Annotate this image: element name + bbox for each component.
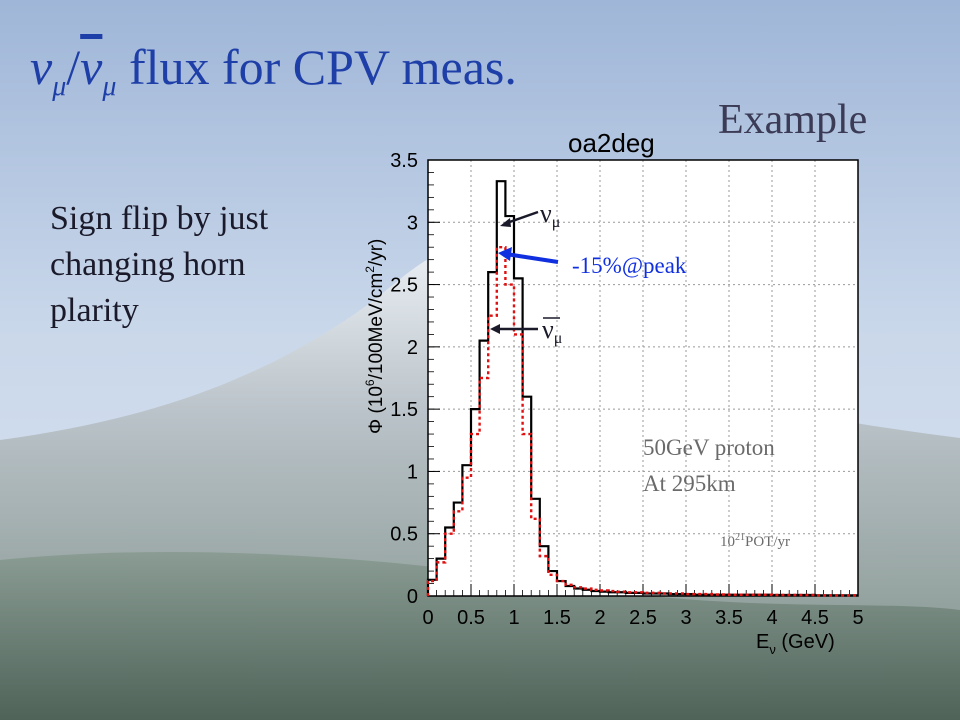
x-tick-label: 4 bbox=[766, 607, 777, 629]
peak-annotation: -15%@peak bbox=[498, 247, 687, 278]
x-tick-label: 1.5 bbox=[543, 607, 571, 629]
numu-label: νμ bbox=[540, 199, 560, 231]
x-tick-label: 3 bbox=[680, 607, 691, 629]
title-mu-sub-2: μ bbox=[102, 71, 117, 102]
y-tick-label: 2.5 bbox=[390, 275, 418, 297]
peak-arrow bbox=[505, 252, 559, 264]
chart-title: oa2deg bbox=[568, 128, 655, 158]
y-tick-label: 3.5 bbox=[390, 150, 418, 172]
y-tick-label: 3 bbox=[407, 212, 418, 234]
proton-energy-label: 50GeV proton bbox=[643, 435, 775, 460]
grid-lines bbox=[428, 159, 858, 596]
x-tick-label: 2.5 bbox=[629, 607, 657, 629]
example-label: Example bbox=[718, 97, 868, 143]
title-slash: / bbox=[66, 39, 81, 95]
x-tick-label: 5 bbox=[852, 607, 863, 629]
peak-arrowhead bbox=[498, 247, 512, 261]
y-tick-label: 0 bbox=[407, 586, 418, 608]
x-tick-label: 2 bbox=[594, 607, 605, 629]
foreground-hills bbox=[0, 551, 960, 720]
title-nu: ν bbox=[30, 39, 53, 95]
title-nubar: ν bbox=[80, 39, 103, 95]
title-mu-sub: μ bbox=[52, 71, 67, 102]
y-tick-label: 1 bbox=[407, 461, 418, 483]
numu-flux-line bbox=[426, 180, 858, 597]
peak-label: -15%@peak bbox=[572, 253, 687, 278]
x-tick-label: 4.5 bbox=[801, 607, 829, 629]
axis-ticks: 0 0.5 1 1.5 2 2.5 3 3.5 4 4.5 5 0 0.5 1 1.5 2 2.5 3 3.5 bbox=[390, 150, 863, 629]
x-axis-label: Eν (GeV) bbox=[756, 631, 835, 657]
x-tick-label: 0 bbox=[422, 607, 433, 629]
series-group bbox=[426, 180, 858, 597]
baseline-label: At 295km bbox=[643, 471, 736, 496]
y-tick-label: 0.5 bbox=[390, 524, 418, 546]
slide-title: νμ/νμ flux for CPV meas. bbox=[30, 38, 517, 103]
plot-background bbox=[428, 160, 858, 596]
numubar-annotation: νμ bbox=[490, 315, 562, 347]
x-tick-label: 0.5 bbox=[457, 607, 485, 629]
y-tick-label: 2 bbox=[407, 337, 418, 359]
numu-annotation: νμ bbox=[500, 199, 560, 231]
numu-arrowhead bbox=[500, 218, 511, 227]
x-tick-label: 1 bbox=[508, 607, 519, 629]
x-tick-label: 3.5 bbox=[715, 607, 743, 629]
title-text: flux for CPV meas. bbox=[116, 39, 517, 95]
numubar-label: νμ bbox=[542, 315, 562, 347]
numubar-arrowhead bbox=[490, 324, 500, 334]
sign-flip-text: Sign flip by just changing horn plarity bbox=[50, 200, 269, 329]
numubar-flux-line bbox=[426, 246, 858, 597]
y-axis-label: Φ (106/100MeV/cm2/yr) bbox=[363, 239, 387, 434]
y-tick-label: 1.5 bbox=[390, 399, 418, 421]
pot-label: 1021POT/yr bbox=[720, 532, 790, 550]
